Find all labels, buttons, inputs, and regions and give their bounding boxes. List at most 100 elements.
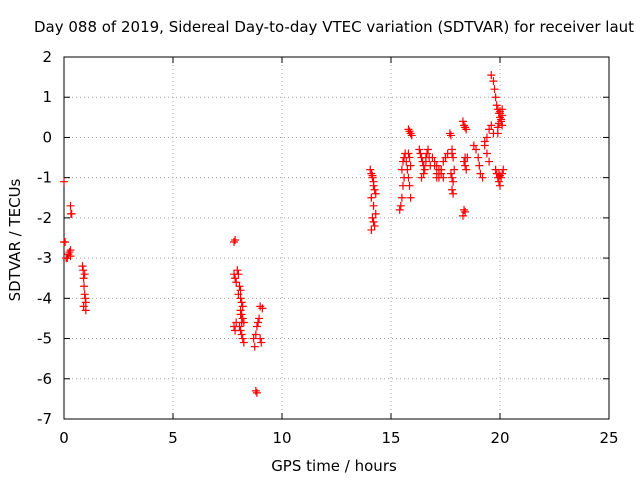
data-point (406, 161, 415, 170)
data-point (232, 278, 241, 287)
data-point (422, 149, 431, 158)
data-point (461, 153, 470, 162)
grid (64, 57, 609, 419)
data-point (367, 193, 376, 202)
data-point (460, 121, 469, 130)
x-tick-label: 15 (381, 429, 400, 447)
data-point (63, 254, 72, 263)
data-point (478, 173, 487, 182)
data-point (371, 189, 380, 198)
data-point (230, 238, 239, 247)
data-point (370, 185, 379, 194)
data-point (256, 302, 265, 311)
data-point (490, 85, 499, 94)
data-point (257, 338, 266, 347)
data-point (251, 386, 260, 395)
data-point (458, 117, 467, 126)
data-point (254, 318, 263, 327)
data-point (421, 157, 430, 166)
data-point (441, 153, 450, 162)
data-point (472, 145, 481, 154)
data-point (407, 131, 416, 140)
chart-title: Day 088 of 2019, Sidereal Day-to-day VTE… (34, 18, 634, 36)
data-point (61, 238, 70, 247)
data-point (237, 330, 246, 339)
data-point (430, 157, 439, 166)
data-point (367, 169, 376, 178)
data-point (480, 141, 489, 150)
y-tick-label: 2 (42, 48, 52, 66)
data-point (449, 177, 458, 186)
x-tick-label: 5 (168, 429, 178, 447)
data-point (461, 207, 470, 216)
data-point (81, 298, 90, 307)
y-tick-label: -1 (37, 169, 52, 187)
data-point (446, 169, 455, 178)
data-point (487, 121, 496, 130)
data-point (476, 169, 485, 178)
data-point (238, 314, 247, 323)
data-point (485, 125, 494, 134)
x-tick-label: 10 (272, 429, 291, 447)
data-point (404, 149, 413, 158)
data-point (494, 177, 503, 186)
data-point (239, 338, 248, 347)
data-point (252, 388, 261, 397)
data-point (370, 221, 379, 230)
data-points (60, 71, 508, 397)
y-tick-label: -2 (37, 209, 52, 227)
data-point (417, 173, 426, 182)
data-point (231, 236, 240, 245)
data-point (233, 266, 242, 275)
data-point (450, 165, 459, 174)
data-point (65, 248, 74, 257)
data-point (496, 171, 504, 180)
data-point (499, 165, 508, 174)
data-point (494, 119, 503, 128)
data-point (67, 209, 76, 218)
data-point (428, 153, 437, 162)
data-point (415, 145, 424, 154)
data-point (402, 157, 411, 166)
data-point (462, 125, 471, 134)
data-point (469, 141, 478, 150)
data-point (369, 217, 378, 226)
data-point (496, 181, 504, 190)
data-point (405, 153, 414, 162)
data-point (487, 71, 496, 80)
data-point (460, 157, 469, 166)
data-point (237, 318, 246, 327)
data-point (420, 165, 429, 174)
data-point (432, 173, 441, 182)
data-point (485, 157, 494, 166)
y-tick-label: -5 (37, 330, 52, 348)
data-point (78, 262, 87, 271)
plot-frame (63, 56, 610, 420)
data-point (256, 334, 265, 343)
data-point (496, 109, 504, 118)
data-point (255, 314, 264, 323)
data-point (474, 153, 483, 162)
data-point (81, 306, 90, 315)
data-point (369, 181, 378, 190)
y-tick-label: -4 (37, 289, 52, 307)
data-point (79, 266, 88, 275)
data-point (405, 181, 414, 190)
data-point (482, 133, 491, 142)
data-point (448, 173, 457, 182)
data-point (66, 252, 75, 261)
data-point (252, 322, 261, 331)
data-point (79, 274, 88, 283)
data-point (497, 115, 506, 124)
data-point (449, 153, 458, 162)
x-tick-label: 25 (599, 429, 618, 447)
data-point (482, 149, 491, 158)
data-point (396, 201, 405, 210)
data-point (439, 157, 448, 166)
data-point (80, 290, 89, 299)
data-point (79, 302, 88, 311)
data-point (371, 209, 380, 218)
data-point (236, 326, 245, 335)
data-point (64, 250, 73, 259)
